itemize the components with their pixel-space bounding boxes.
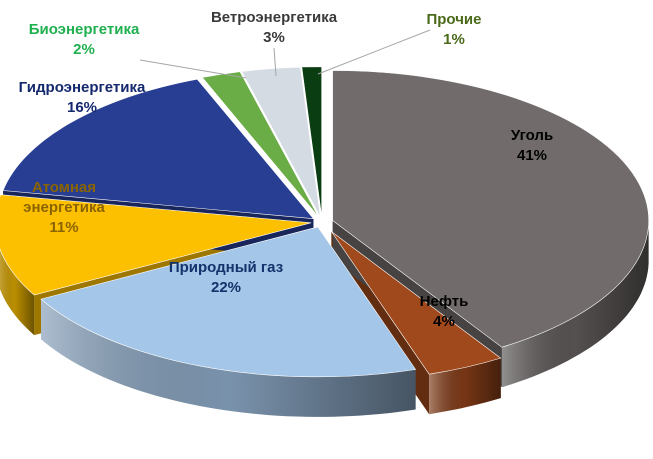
data-label-value: 3% [263, 29, 285, 46]
pie-slice-side-shade [41, 299, 416, 417]
data-label: Уголь 41% [511, 127, 553, 164]
data-label: Ветроэнергетика 3% [211, 9, 338, 46]
data-label-name: Ветроэнергетика [211, 9, 338, 26]
pie-slice-8 [301, 66, 322, 217]
data-label-value: 4% [433, 313, 455, 330]
pie-slice-5 [2, 78, 315, 220]
leader-lines-layer [139, 29, 431, 79]
data-label-name: Биоэнергетика [29, 21, 140, 38]
data-label-value: 22% [211, 279, 241, 296]
data-label: Нефть 4% [420, 293, 469, 330]
data-label-value: 1% [443, 31, 465, 48]
data-label-name: Нефть [420, 293, 469, 310]
data-label-name: энергетика [23, 199, 105, 216]
pie-slice-4 [0, 194, 312, 296]
data-label-value: 2% [73, 41, 95, 58]
data-label: Гидроэнергетика 16% [19, 79, 146, 116]
data-label-value: 16% [67, 99, 97, 116]
pie-slice-7 [241, 66, 321, 217]
pie-slice-side-shade [429, 358, 501, 415]
data-label-name: Прочие [426, 11, 481, 28]
pie-slice-1 [332, 70, 649, 348]
leader-line [317, 29, 431, 75]
data-label: Атомная энергетика 11% [23, 179, 105, 236]
leader-line [139, 59, 247, 79]
pie-slice-6 [201, 71, 319, 218]
data-label-value: 41% [517, 147, 547, 164]
data-label: Биоэнергетика 2% [29, 21, 140, 58]
data-label: Природный газ 22% [169, 259, 283, 296]
pie-slice-side-shade [501, 218, 649, 388]
data-label-name: Атомная [32, 179, 96, 196]
pie-slice-side-shade [0, 249, 35, 336]
data-label-name: Уголь [511, 127, 553, 144]
leader-line [273, 47, 277, 77]
pie-slice-3 [40, 226, 417, 378]
data-label: Прочие 1% [426, 11, 481, 48]
pie-slice-2 [331, 231, 502, 375]
data-label-value: 11% [49, 219, 78, 236]
data-label-name: Гидроэнергетика [19, 79, 146, 96]
data-label-name: Природный газ [169, 259, 283, 276]
data-labels-layer: Уголь 41% Нефть 4% Природный газ 22% Атомная эн… [19, 9, 554, 330]
pie-tops-layer [0, 66, 649, 378]
